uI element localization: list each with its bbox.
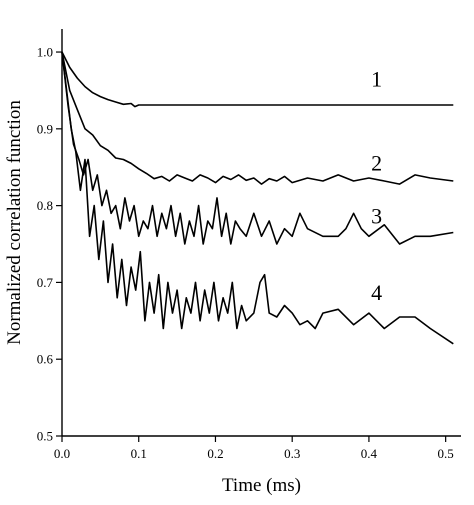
x-tick-label: 0.0 bbox=[54, 446, 70, 461]
x-ticks: 0.0 0.1 0.2 0.3 0.4 0.5 bbox=[54, 436, 454, 461]
y-tick-label: 0.8 bbox=[37, 198, 53, 213]
series-line-4 bbox=[61, 51, 454, 345]
y-tick-label: 0.9 bbox=[37, 121, 53, 136]
series-group bbox=[61, 51, 454, 345]
series-label-4: 4 bbox=[371, 280, 382, 305]
series-line-2 bbox=[61, 51, 454, 185]
y-axis-title: Normalized correlation function bbox=[4, 100, 25, 345]
series-line-3 bbox=[61, 51, 454, 245]
series-line-1 bbox=[61, 51, 454, 108]
y-tick-label: 0.7 bbox=[37, 275, 54, 290]
y-tick-label: 0.5 bbox=[37, 429, 53, 444]
chart-axes bbox=[61, 29, 461, 437]
x-tick-label: 0.1 bbox=[131, 446, 147, 461]
series-label-3: 3 bbox=[371, 203, 382, 228]
x-tick-label: 0.2 bbox=[207, 446, 223, 461]
y-tick-label: 1.0 bbox=[37, 45, 53, 60]
y-tick-label: 0.6 bbox=[37, 352, 54, 367]
x-tick-label: 0.3 bbox=[284, 446, 300, 461]
x-tick-label: 0.5 bbox=[438, 446, 454, 461]
y-ticks: 0.5 0.6 0.7 0.8 0.9 1.0 bbox=[37, 45, 62, 444]
series-labels: 1 2 3 4 bbox=[371, 67, 382, 305]
series-label-1: 1 bbox=[371, 67, 382, 92]
x-tick-label: 0.4 bbox=[361, 446, 378, 461]
series-label-2: 2 bbox=[371, 150, 382, 175]
x-axis-title: Time (ms) bbox=[222, 475, 301, 496]
